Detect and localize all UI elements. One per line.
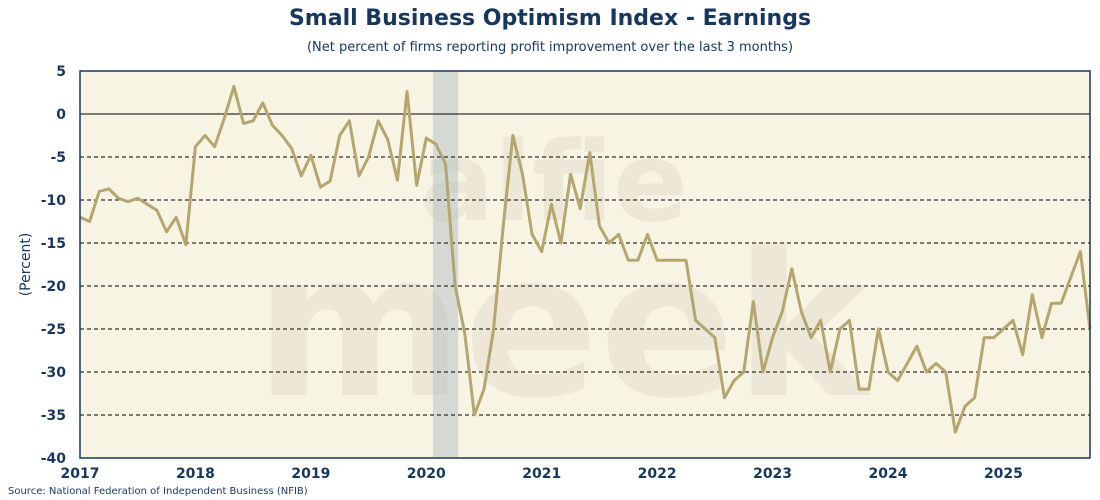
watermark-text: meek	[255, 210, 872, 443]
y-tick-label: 5	[56, 64, 66, 80]
x-tick-label: 2024	[869, 466, 908, 482]
x-tick-label: 2018	[176, 466, 215, 482]
x-tick-label: 2017	[61, 466, 100, 482]
plot-border	[79, 70, 1091, 459]
y-axis-label: (Percent)	[18, 233, 34, 297]
x-tick-label: 2020	[407, 466, 446, 482]
source-note: Source: National Federation of Independe…	[8, 486, 308, 497]
x-tick-label: 2021	[522, 466, 561, 482]
x-tick-label: 2019	[291, 466, 330, 482]
x-tick-label: 2022	[638, 466, 677, 482]
y-tick-label: -35	[41, 408, 66, 424]
y-tick-label: -15	[41, 236, 66, 252]
series-line-earnings	[79, 84, 1092, 434]
y-tick-label: -40	[41, 451, 67, 467]
plot-background	[80, 71, 1090, 458]
y-tick-label: -25	[41, 322, 66, 338]
chart-subtitle: (Net percent of firms reporting profit i…	[306, 40, 794, 55]
y-tick-label: 0	[56, 107, 66, 123]
x-tick-label: 2023	[753, 466, 792, 482]
x-tick-label: 2025	[984, 466, 1023, 482]
watermark-text: alfie	[420, 118, 688, 246]
chart-title: Small Business Optimism Index - Earnings	[288, 6, 812, 31]
y-tick-label: -10	[41, 193, 67, 209]
y-tick-label: -20	[41, 279, 67, 295]
y-tick-label: -5	[50, 150, 66, 166]
y-tick-label: -30	[41, 365, 67, 381]
